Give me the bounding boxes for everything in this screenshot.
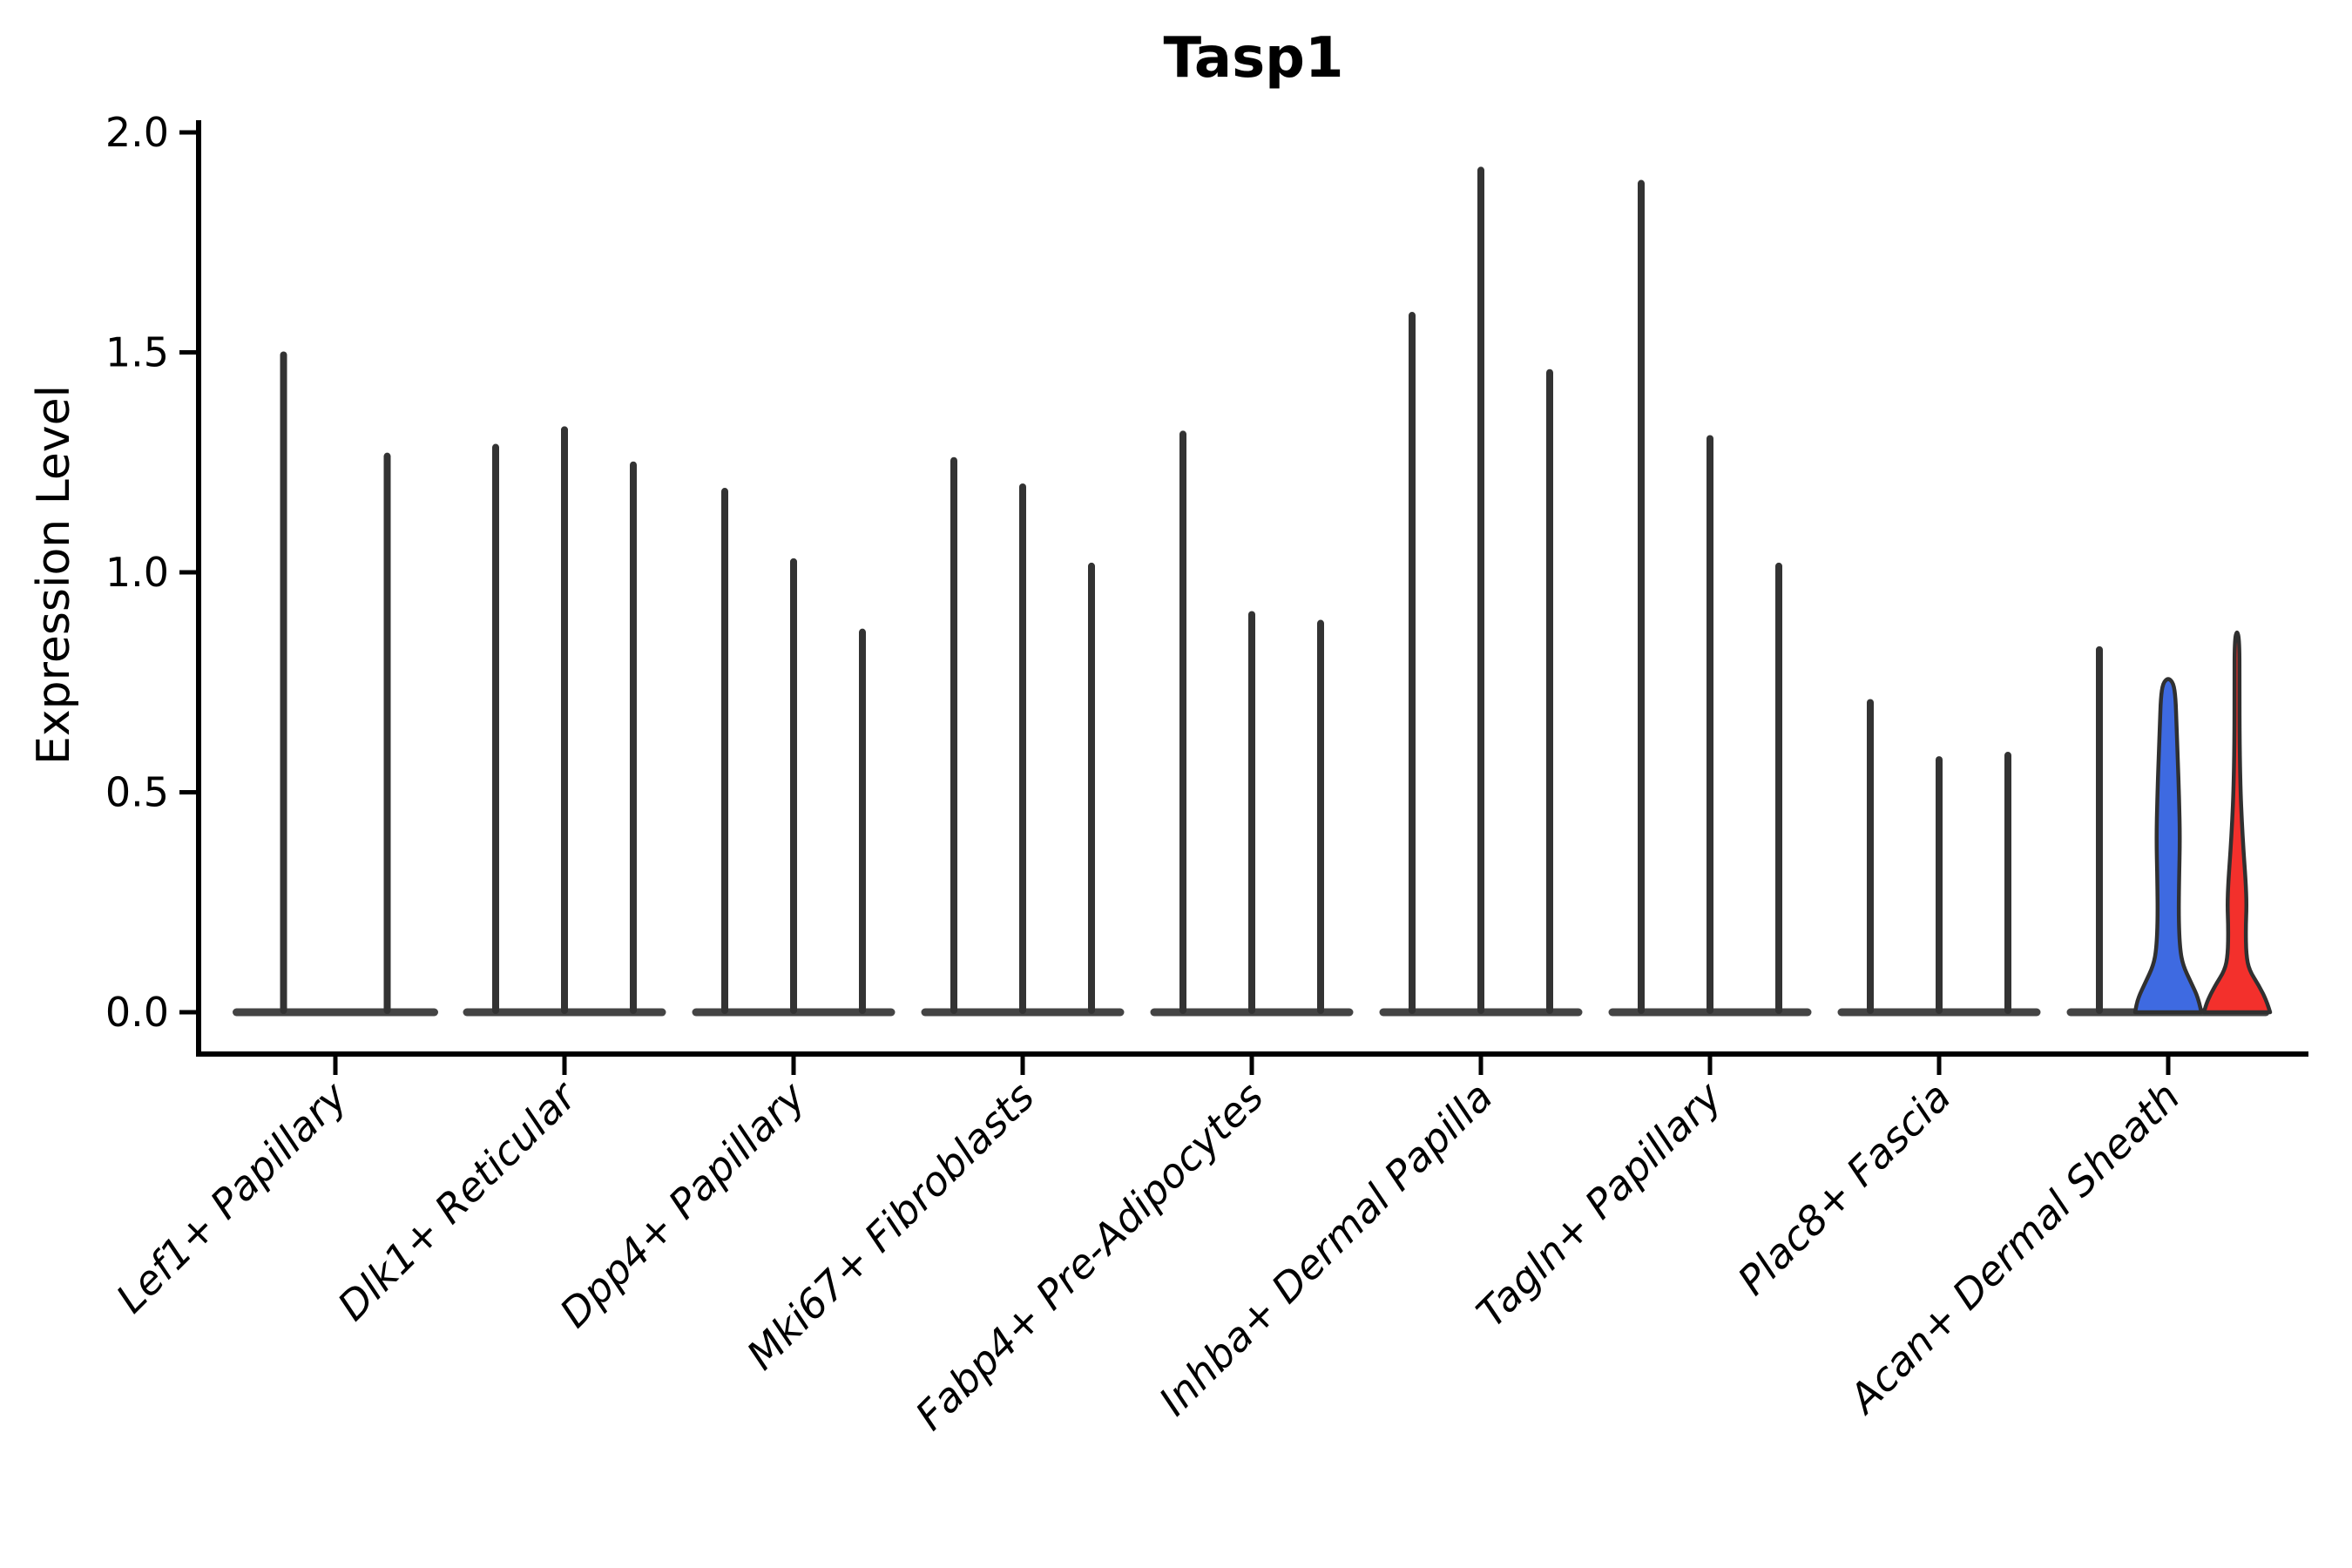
x-tick-label: Tagln+ Papillary bbox=[1467, 1072, 1731, 1336]
plot-title: Tasp1 bbox=[1163, 26, 1344, 91]
y-tick-label: 0.0 bbox=[105, 989, 169, 1036]
y-tick-label: 0.5 bbox=[105, 769, 169, 816]
y-tick-label: 1.5 bbox=[105, 329, 169, 376]
violin-body-blue bbox=[2132, 677, 2204, 1015]
x-tick-label: Plac8+ Fascia bbox=[1728, 1073, 1959, 1304]
x-tick-label: Dlk1+ Reticular bbox=[328, 1071, 587, 1329]
y-tick-label: 1.0 bbox=[105, 549, 169, 596]
violin-body-red bbox=[2201, 630, 2273, 1015]
x-tick-label: Lef1+ Papillary bbox=[107, 1072, 356, 1321]
y-tick-label: 2.0 bbox=[105, 109, 169, 156]
x-tick-label: Dpp4+ Papillary bbox=[551, 1072, 814, 1336]
